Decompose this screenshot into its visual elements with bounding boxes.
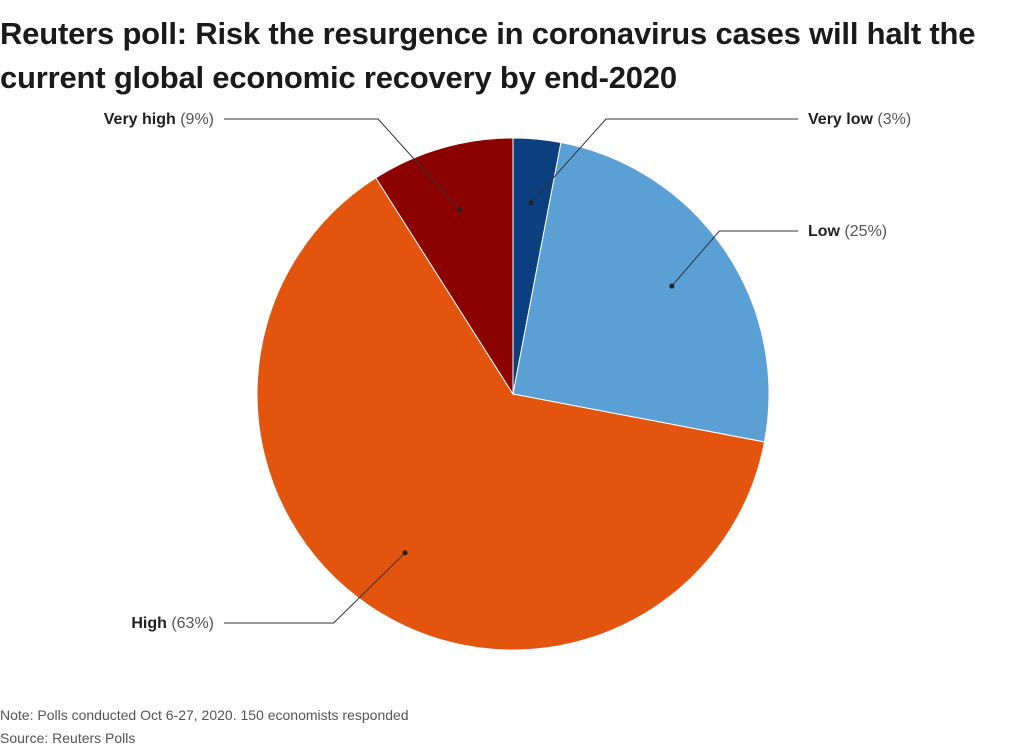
leader-line-low: [671, 230, 798, 287]
slice-label-high: High (63%): [131, 615, 214, 632]
chart-note: Note: Polls conducted Oct 6-27, 2020. 15…: [0, 707, 409, 723]
pie-slice-high: [256, 177, 766, 651]
leader-line-high: [224, 552, 406, 624]
slice-label-very-high: Very high (9%): [104, 111, 214, 128]
slice-label-very-low: Very low (3%): [808, 111, 911, 128]
pie-leader-lines: [224, 118, 798, 624]
pie-slice-very-high: [375, 137, 514, 396]
chart-title: Reuters poll: Risk the resurgence in cor…: [0, 16, 976, 95]
pie-labels: Very low (3%) Low (25%) High (63%) Very hig…: [104, 111, 911, 632]
leader-line-very-low: [530, 118, 798, 204]
leader-line-very-high: [224, 118, 460, 210]
pie-slices: [256, 137, 770, 651]
leader-dot-low: [669, 283, 675, 289]
slice-label-percent: (63%): [171, 615, 214, 632]
chart-source: Source: Reuters Polls: [0, 730, 136, 746]
slice-label-low: Low (25%): [808, 223, 887, 240]
slice-label-name: Low: [808, 223, 844, 240]
slice-label-percent: (25%): [844, 223, 887, 240]
slice-label-percent: (3%): [877, 111, 911, 128]
pie-slice-low: [512, 141, 770, 443]
slice-label-percent: (9%): [180, 111, 214, 128]
slice-label-name: Very low: [808, 111, 877, 128]
leader-dot-high: [402, 550, 408, 556]
slice-label-name: High: [131, 615, 171, 632]
slice-label-name: Very high: [104, 111, 180, 128]
leader-dot-very-high: [456, 207, 462, 213]
leader-dot-very-low: [528, 200, 534, 206]
